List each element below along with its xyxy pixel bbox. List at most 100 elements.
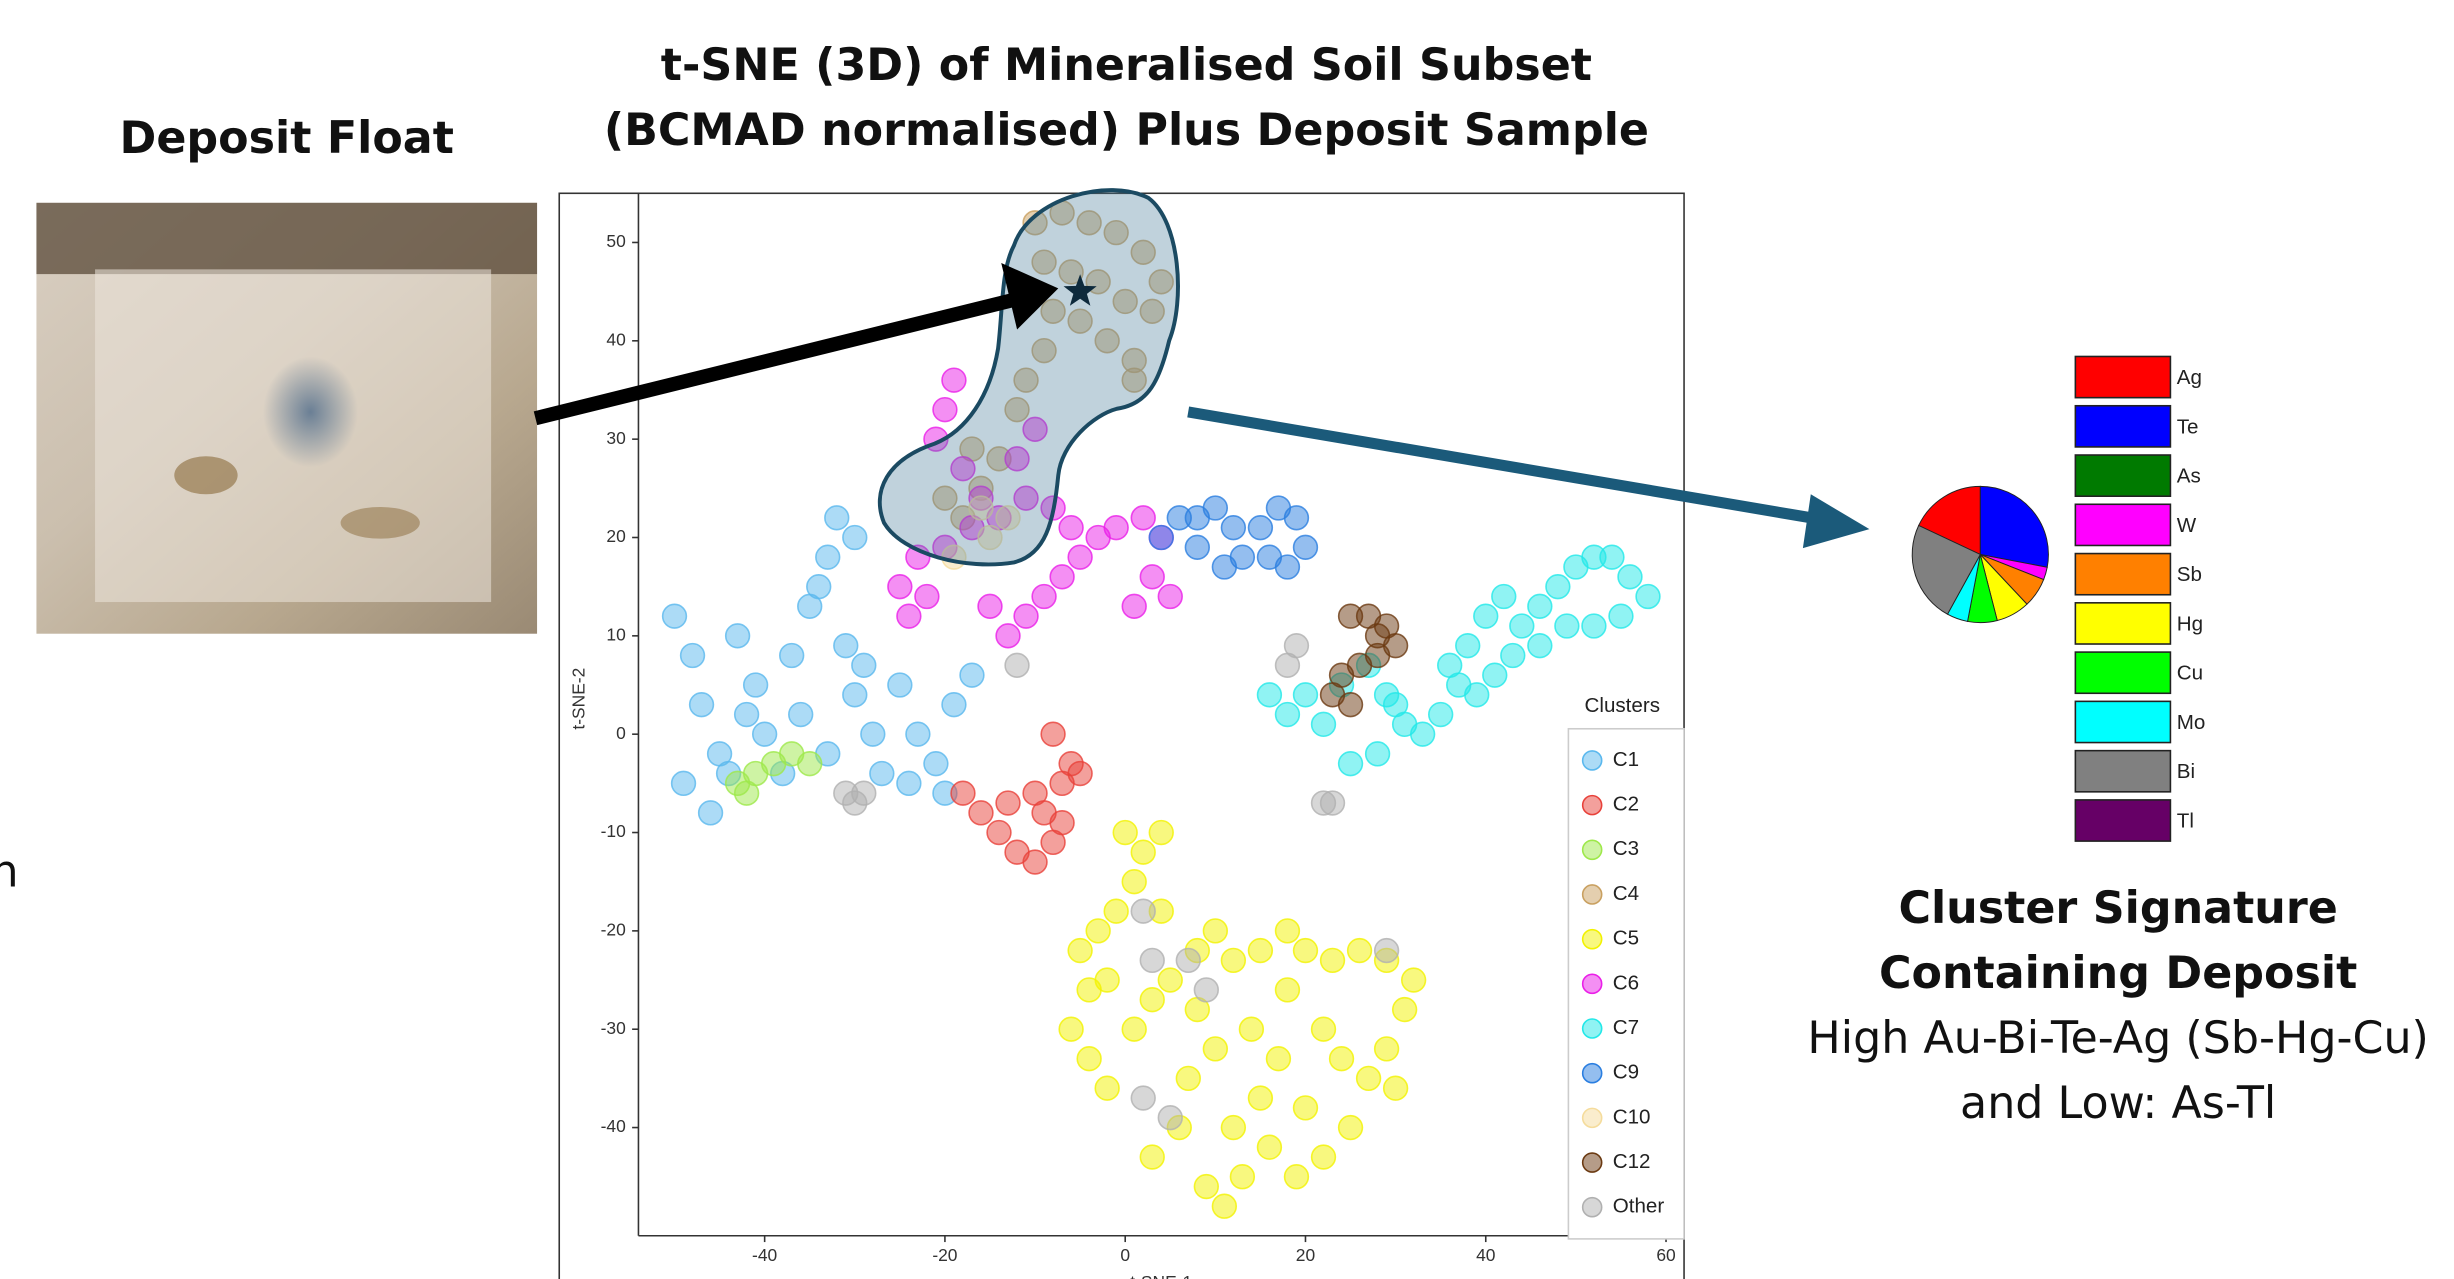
point — [1194, 978, 1218, 1002]
point — [1140, 1145, 1164, 1169]
point — [1312, 1017, 1336, 1041]
point — [1276, 978, 1300, 1002]
point — [951, 781, 975, 805]
legend-marker — [1583, 974, 1602, 993]
point — [1285, 506, 1309, 530]
point — [897, 771, 921, 795]
point — [753, 722, 777, 746]
point — [861, 722, 885, 746]
point — [1357, 1067, 1381, 1091]
point — [888, 673, 912, 697]
point — [843, 683, 867, 707]
point — [996, 624, 1020, 648]
pie: AgTeAsWSbHgCuMoBiTl — [1912, 356, 2205, 841]
point — [1176, 948, 1200, 972]
point — [843, 526, 867, 550]
legend-marker — [1583, 751, 1602, 770]
point — [681, 644, 705, 668]
point — [1203, 496, 1227, 520]
legend-marker — [1583, 1064, 1602, 1083]
legend-label: Cu — [2177, 662, 2203, 685]
point — [1393, 998, 1417, 1022]
x-tick-label: 0 — [1120, 1245, 1130, 1265]
point — [1546, 575, 1570, 599]
point — [1158, 585, 1182, 609]
point — [915, 585, 939, 609]
point — [1366, 742, 1390, 766]
point — [1510, 614, 1534, 638]
point — [978, 594, 1002, 618]
point — [870, 762, 894, 786]
point — [1384, 1076, 1408, 1100]
chart-title: (BCMAD normalised) Plus Deposit Sample — [604, 105, 1649, 156]
point — [1294, 1096, 1318, 1120]
point — [1203, 1037, 1227, 1061]
x-tick-label: -40 — [752, 1245, 777, 1265]
point — [1221, 516, 1245, 540]
point — [1176, 1067, 1200, 1091]
point — [1483, 663, 1507, 687]
x-tick-label: 20 — [1296, 1245, 1315, 1265]
point — [1312, 1145, 1336, 1169]
point — [1140, 988, 1164, 1012]
point — [1375, 1037, 1399, 1061]
point — [1339, 752, 1363, 776]
photo-title: Deposit Float — [120, 113, 454, 164]
point — [1528, 634, 1552, 658]
point — [969, 801, 993, 825]
point — [1384, 693, 1408, 717]
point — [699, 801, 723, 825]
point — [1402, 968, 1426, 992]
legend-label: C10 — [1613, 1105, 1651, 1128]
legend-title: Clusters — [1585, 694, 1660, 717]
y-tick-label: -20 — [601, 919, 626, 939]
point — [1267, 1047, 1291, 1071]
point — [1050, 811, 1074, 835]
point — [1276, 555, 1300, 579]
point — [924, 752, 948, 776]
point — [987, 821, 1011, 845]
point — [735, 703, 759, 727]
point — [1258, 1135, 1282, 1159]
legend-label: C2 — [1613, 793, 1639, 816]
y-tick-label: -30 — [601, 1018, 626, 1038]
point — [942, 693, 966, 717]
point — [1131, 506, 1155, 530]
x-tick-label: 40 — [1476, 1245, 1495, 1265]
point — [1249, 939, 1273, 963]
legend-marker — [1583, 1198, 1602, 1217]
legend-label: Mo — [2177, 711, 2206, 734]
point — [1276, 919, 1300, 943]
point — [1104, 516, 1128, 540]
point — [834, 634, 858, 658]
point — [690, 693, 714, 717]
point — [1555, 614, 1579, 638]
point — [834, 781, 858, 805]
legend-swatch — [2075, 800, 2170, 841]
point — [1122, 594, 1146, 618]
legend-label: Tl — [2177, 810, 2194, 833]
point — [1221, 1116, 1245, 1140]
point — [1095, 1076, 1119, 1100]
point — [1600, 545, 1624, 569]
point — [1068, 545, 1092, 569]
legend-label: C5 — [1613, 927, 1639, 950]
point — [1321, 948, 1345, 972]
point — [1131, 840, 1155, 864]
point — [1636, 585, 1660, 609]
point — [1528, 594, 1552, 618]
point — [1077, 1047, 1101, 1071]
legend-marker — [1583, 796, 1602, 815]
point — [1086, 919, 1110, 943]
point — [1492, 585, 1516, 609]
point — [1203, 919, 1227, 943]
photo — [36, 203, 537, 634]
legend-label: Other — [1613, 1195, 1665, 1218]
legend-swatch — [2075, 554, 2170, 595]
point — [996, 791, 1020, 815]
point — [1194, 1175, 1218, 1199]
legend-label: C7 — [1613, 1016, 1639, 1039]
point — [672, 771, 696, 795]
point — [1014, 604, 1038, 628]
point — [1032, 585, 1056, 609]
